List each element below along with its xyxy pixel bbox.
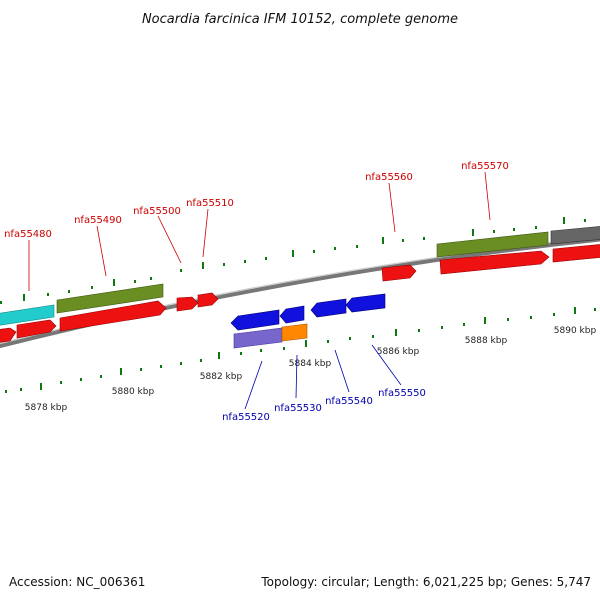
scale-label: 5884 kbp — [289, 359, 332, 369]
gene-feature[interactable] — [279, 305, 305, 324]
gene-label[interactable]: nfa55550 — [378, 388, 426, 399]
gene-label[interactable]: nfa55530 — [274, 403, 322, 414]
lower-gene-labels: nfa55520 nfa55530 nfa55540 nfa55550 — [222, 344, 426, 423]
scale-label: 5888 kbp — [465, 336, 508, 346]
gene-feature[interactable] — [310, 298, 347, 318]
lower-tick-track — [5, 307, 596, 393]
map-title: Nocardia farcinica IFM 10152, complete g… — [142, 12, 458, 27]
genome-summary-text: Topology: circular; Length: 6,021,225 bp… — [260, 575, 591, 589]
scale-label: 5890 kbp — [554, 326, 597, 336]
gene-label[interactable]: nfa55500 — [133, 206, 181, 217]
gene-label[interactable]: nfa55570 — [461, 161, 509, 172]
gene-feature[interactable] — [281, 323, 308, 342]
gene-feature[interactable] — [233, 327, 283, 349]
gene-label[interactable]: nfa55520 — [222, 412, 270, 423]
scale-label: 5878 kbp — [25, 403, 68, 413]
accession-text: Accession: NC_006361 — [9, 575, 145, 589]
gene-feature[interactable] — [0, 327, 17, 343]
gene-label[interactable]: nfa55560 — [365, 172, 413, 183]
scale-label: 5882 kbp — [200, 372, 243, 382]
gene-feature[interactable] — [197, 292, 219, 308]
gene-feature[interactable] — [345, 293, 386, 313]
gene-feature[interactable] — [436, 231, 549, 258]
gene-feature[interactable] — [550, 226, 600, 245]
gene-feature[interactable] — [381, 264, 417, 282]
gene-label[interactable]: nfa55490 — [74, 215, 122, 226]
gene-feature[interactable] — [0, 304, 55, 326]
upper-tick-track — [0, 217, 586, 304]
scale-label: 5880 kbp — [112, 387, 155, 397]
gene-feature[interactable] — [56, 283, 164, 314]
reverse-cds-track — [230, 293, 386, 331]
gene-label[interactable]: nfa55480 — [4, 229, 52, 240]
gene-feature[interactable] — [16, 319, 57, 339]
upper-gene-labels: nfa55480 nfa55490 nfa55500 nfa55510 nfa5… — [4, 161, 509, 291]
gene-feature[interactable] — [230, 309, 280, 331]
reverse-feature-track — [233, 323, 308, 349]
gene-feature[interactable] — [552, 244, 600, 263]
forward-feature-track — [0, 226, 600, 326]
forward-cds-track — [0, 244, 600, 343]
gene-label[interactable]: nfa55510 — [186, 198, 234, 209]
gene-label[interactable]: nfa55540 — [325, 396, 373, 407]
gene-feature[interactable] — [439, 250, 550, 275]
scale-label: 5886 kbp — [377, 347, 420, 357]
gene-feature[interactable] — [59, 300, 167, 332]
gene-feature[interactable] — [176, 296, 199, 312]
